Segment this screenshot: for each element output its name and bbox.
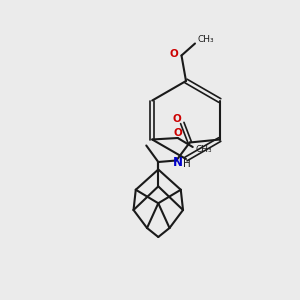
- Text: CH₃: CH₃: [195, 145, 212, 154]
- Text: O: O: [172, 114, 181, 124]
- Text: N: N: [173, 155, 183, 169]
- Text: H: H: [183, 159, 190, 169]
- Text: O: O: [174, 128, 183, 138]
- Text: O: O: [169, 49, 178, 59]
- Text: CH₃: CH₃: [197, 35, 214, 44]
